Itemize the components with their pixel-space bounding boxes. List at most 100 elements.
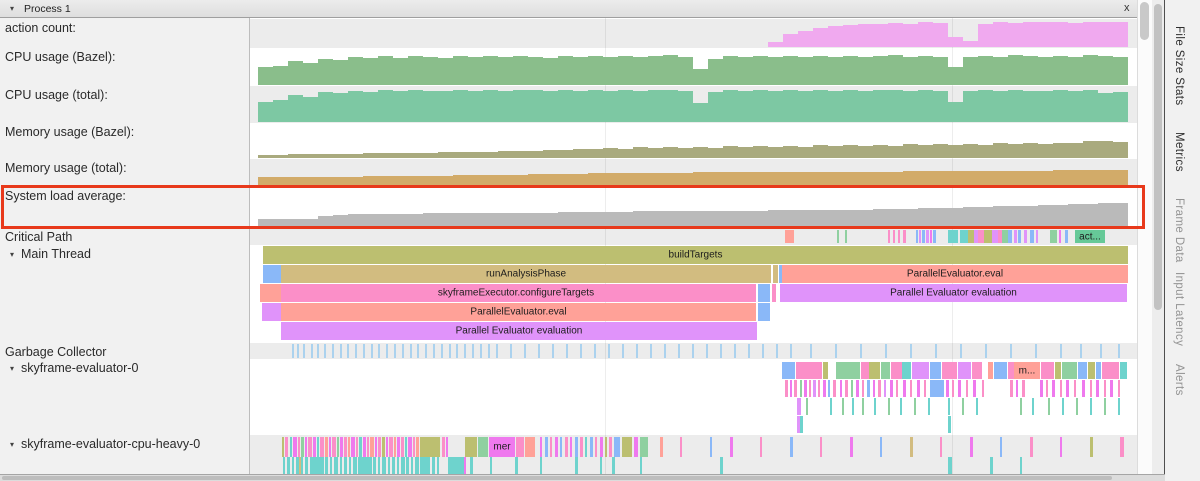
trace-slice[interactable]	[1050, 230, 1057, 243]
trace-slice[interactable]	[869, 362, 880, 379]
trace-slice[interactable]	[797, 398, 801, 415]
trace-slice[interactable]	[1060, 437, 1062, 457]
trace-slice[interactable]	[850, 437, 853, 457]
trace-slice[interactable]	[948, 457, 952, 474]
trace-slice[interactable]	[353, 457, 357, 474]
trace-slice[interactable]	[634, 437, 638, 457]
trace-slice[interactable]	[800, 416, 803, 433]
collapse-arrow-icon[interactable]: ▾	[10, 364, 15, 373]
trace-slice[interactable]	[946, 380, 949, 397]
trace-slice[interactable]	[1118, 380, 1120, 397]
trace-slice[interactable]	[660, 437, 663, 457]
trace-slice[interactable]	[349, 457, 351, 474]
trace-slice[interactable]	[290, 437, 292, 457]
trace-slice[interactable]	[1090, 380, 1092, 397]
trace-slice[interactable]	[1082, 380, 1085, 397]
trace-slice[interactable]	[785, 230, 794, 243]
trace-slice[interactable]	[874, 398, 876, 415]
trace-slice[interactable]	[782, 362, 795, 379]
trace-slice[interactable]	[948, 398, 950, 415]
trace-slice[interactable]	[411, 457, 413, 474]
trace-slice[interactable]	[367, 437, 369, 457]
gc-event-tick[interactable]	[311, 344, 313, 358]
trace-slice[interactable]	[1040, 380, 1043, 397]
trace-slice[interactable]	[806, 398, 808, 415]
trace-slice[interactable]	[330, 457, 332, 474]
trace-slice[interactable]	[605, 437, 607, 457]
trace-slice[interactable]	[948, 230, 958, 243]
trace-slice-badge[interactable]: m...	[1014, 362, 1040, 379]
trace-slice[interactable]	[952, 380, 954, 397]
trace-slice[interactable]	[820, 437, 822, 457]
gc-event-tick[interactable]	[566, 344, 568, 358]
timeline-vertical-scrollbar[interactable]	[1137, 0, 1152, 474]
trace-slice[interactable]	[370, 437, 374, 457]
gc-event-tick[interactable]	[363, 344, 365, 358]
trace-slice[interactable]	[818, 380, 820, 397]
sidebar-tab-alerts[interactable]: Alerts	[1173, 364, 1185, 396]
trace-slice[interactable]	[515, 457, 518, 474]
gc-event-tick[interactable]	[378, 344, 380, 358]
trace-slice[interactable]	[1104, 398, 1106, 415]
trace-slice[interactable]	[998, 230, 1002, 243]
gc-event-tick[interactable]	[692, 344, 694, 358]
trace-slice[interactable]	[565, 437, 568, 457]
trace-slice[interactable]	[992, 230, 998, 243]
trace-slice[interactable]	[465, 437, 477, 457]
trace-slice[interactable]	[1016, 380, 1018, 397]
trace-slice[interactable]	[416, 437, 419, 457]
trace-slice[interactable]	[852, 398, 854, 415]
trace-slice[interactable]	[813, 380, 816, 397]
gc-event-tick[interactable]	[650, 344, 652, 358]
trace-slice[interactable]	[356, 437, 358, 457]
trace-slice[interactable]	[282, 437, 284, 457]
gc-event-tick[interactable]	[985, 344, 987, 358]
trace-slice-badge[interactable]: mer	[489, 437, 515, 457]
gc-event-tick[interactable]	[456, 344, 458, 358]
trace-slice[interactable]	[334, 457, 338, 474]
gc-event-tick[interactable]	[790, 344, 792, 358]
trace-slice[interactable]	[794, 380, 797, 397]
trace-slice[interactable]	[888, 398, 890, 415]
trace-slice[interactable]	[926, 230, 929, 243]
trace-slice[interactable]	[845, 230, 847, 243]
trace-slice[interactable]	[790, 437, 793, 457]
trace-slice[interactable]	[340, 437, 343, 457]
trace-slice[interactable]	[1024, 230, 1027, 243]
trace-slice[interactable]	[982, 380, 984, 397]
trace-slice[interactable]	[888, 230, 890, 243]
gc-event-tick[interactable]	[496, 344, 498, 358]
trace-slice[interactable]	[966, 380, 968, 397]
trace-slice[interactable]	[893, 230, 895, 243]
trace-slice[interactable]	[325, 457, 328, 474]
trace-slice[interactable]	[1041, 362, 1054, 379]
trace-slice[interactable]	[1032, 398, 1034, 415]
gc-event-tick[interactable]	[762, 344, 764, 358]
trace-slice[interactable]	[301, 437, 304, 457]
gc-event-tick[interactable]	[425, 344, 427, 358]
trace-slice[interactable]	[960, 230, 968, 243]
trace-slice[interactable]	[760, 437, 762, 457]
gc-event-tick[interactable]	[297, 344, 299, 358]
gc-event-tick[interactable]	[935, 344, 937, 358]
trace-slice[interactable]	[970, 437, 973, 457]
trace-slice[interactable]	[359, 437, 362, 457]
trace-slice[interactable]	[348, 437, 350, 457]
trace-slice[interactable]: ParallelEvaluator.eval	[281, 303, 756, 321]
trace-slice[interactable]	[914, 398, 916, 415]
trace-slice[interactable]	[1090, 398, 1092, 415]
trace-slice[interactable]	[585, 437, 587, 457]
gc-event-tick[interactable]	[441, 344, 443, 358]
gc-event-tick[interactable]	[706, 344, 708, 358]
trace-slice[interactable]	[640, 457, 642, 474]
trace-slice[interactable]	[809, 380, 811, 397]
trace-slice[interactable]	[842, 398, 844, 415]
counter-chart-mem-total[interactable]	[258, 159, 1128, 186]
trace-slice[interactable]	[1078, 362, 1087, 379]
trace-slice[interactable]	[580, 437, 583, 457]
trace-slice[interactable]	[310, 457, 324, 474]
trace-slice[interactable]	[917, 380, 920, 397]
trace-slice[interactable]	[924, 380, 926, 397]
gc-event-tick[interactable]	[371, 344, 373, 358]
counter-chart-cpu-bazel[interactable]	[258, 48, 1128, 85]
